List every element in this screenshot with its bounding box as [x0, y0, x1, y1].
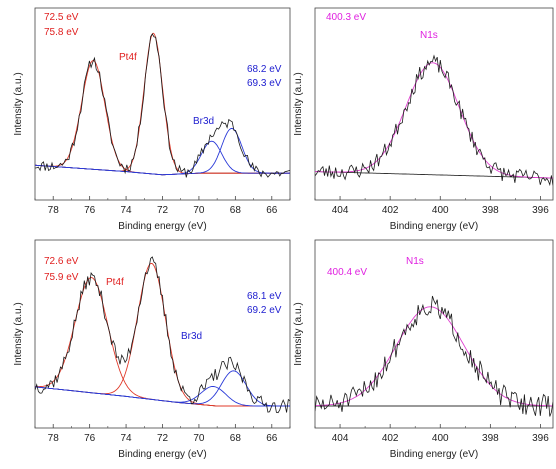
plot-frame [34, 239, 291, 429]
x-tick-label: 78 [48, 205, 60, 216]
peak-annotation: 68.1 eV [247, 291, 282, 302]
peak-annotation: 75.9 eV [44, 272, 79, 283]
peak-annotation: Br3d [193, 116, 214, 127]
panel-top-left: 78 76 74 72 70 68 66 Binding energy (eV) Intensi… [13, 7, 291, 232]
plot-frame [314, 7, 554, 201]
x-tick-label: 70 [193, 205, 205, 216]
peak-annotation: 69.3 eV [247, 78, 282, 89]
x-tick-label: 404 [332, 205, 349, 216]
peak-annotation: 69.2 eV [247, 305, 282, 316]
x-tick-label: 74 [121, 205, 133, 216]
y-axis-label: Intensity (a.u.) [293, 302, 304, 365]
y-axis-label: Intensity (a.u.) [13, 72, 24, 135]
x-tick-label: 68 [230, 205, 242, 216]
x-tick-label: 398 [482, 433, 499, 444]
x-tick-label: 74 [121, 433, 133, 444]
x-tick-label: 78 [48, 433, 60, 444]
panel-top-right: 404 402 400 398 396 Binding energy (eV) Intens… [293, 7, 554, 232]
x-tick-label: 396 [532, 205, 549, 216]
x-tick-label: 76 [84, 433, 96, 444]
fit-component-pt4f-72.6 [35, 263, 290, 407]
fit-component-br3d-69.2 [35, 386, 290, 407]
raw-data-line [35, 33, 290, 178]
raw-data-line [315, 295, 553, 417]
x-tick-label: 400 [432, 433, 449, 444]
x-axis-label: Binding energy (eV) [118, 221, 206, 232]
peak-annotation: 400.3 eV [326, 12, 366, 23]
y-axis-label: Intensity (a.u.) [293, 72, 304, 135]
x-tick-label: 68 [230, 433, 242, 444]
peak-annotation: Pt4f [106, 277, 124, 288]
panel-bottom-left: 78 76 74 72 70 68 66 Binding energy (eV) Intensi… [13, 239, 291, 460]
peak-annotation: N1s [420, 30, 438, 41]
x-axis-label: Binding energy (eV) [390, 221, 478, 232]
x-tick-label: 66 [266, 433, 278, 444]
raw-data-line [315, 54, 553, 187]
background-line [35, 386, 290, 407]
peak-annotation: 400.4 eV [327, 267, 367, 278]
x-tick-label: 402 [382, 433, 399, 444]
fit-component-n1s-400.4 [315, 306, 553, 407]
fit-component-pt4f-72.5 [35, 32, 290, 174]
x-tick-label: 400 [432, 205, 449, 216]
fit-component-br3d-69.3 [35, 140, 290, 176]
x-tick-label: 404 [332, 433, 349, 444]
x-tick-label: 72 [157, 433, 169, 444]
y-axis-label: Intensity (a.u.) [13, 302, 24, 365]
peak-annotation: Br3d [181, 331, 202, 342]
fit-component-n1s-400.3 [315, 62, 553, 179]
raw-data-line [35, 256, 290, 414]
panel-bottom-right: 404 402 400 398 396 Binding energy (eV) Intens… [293, 239, 554, 460]
peak-annotation: 68.2 eV [247, 64, 282, 75]
x-axis-label: Binding energy (eV) [390, 449, 478, 460]
peak-annotation: 75.8 eV [44, 27, 79, 38]
x-axis-label: Binding energy (eV) [118, 449, 206, 460]
background-line [315, 171, 553, 179]
x-tick-label: 66 [266, 205, 278, 216]
x-tick-label: 76 [84, 205, 96, 216]
x-tick-label: 396 [532, 433, 549, 444]
peak-annotation: 72.5 eV [44, 12, 79, 23]
peak-annotation: Pt4f [119, 52, 137, 63]
x-tick-label: 70 [193, 433, 205, 444]
peak-annotation: N1s [406, 256, 424, 267]
x-tick-label: 398 [482, 205, 499, 216]
x-tick-label: 72 [157, 205, 169, 216]
peak-annotation: 72.6 eV [44, 256, 79, 267]
x-tick-label: 402 [382, 205, 399, 216]
plot-frame [314, 239, 554, 429]
